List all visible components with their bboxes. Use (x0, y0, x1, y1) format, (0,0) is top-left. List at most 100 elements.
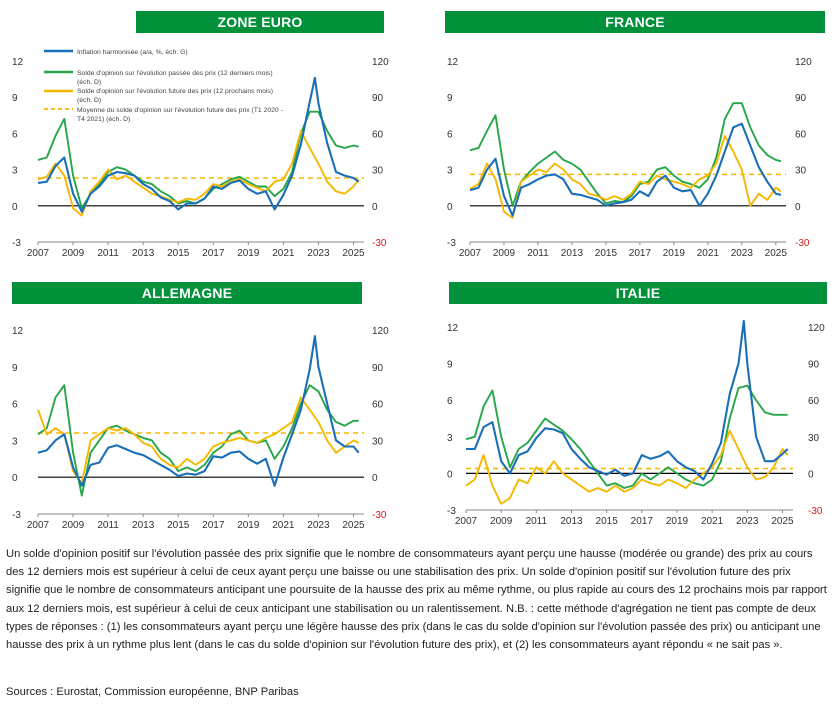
y-left-tick-allemagne-3: 6 (12, 400, 18, 411)
y-right-tick-zone-euro-0: -30 (372, 238, 387, 249)
x-tick-italie-8: 2023 (736, 516, 759, 527)
x-tick-allemagne-5: 2017 (202, 520, 225, 531)
y-right-tick-france-3: 60 (795, 129, 807, 140)
x-tick-italie-7: 2021 (701, 516, 724, 527)
legend-label-green-2: (éch. D) (77, 79, 101, 86)
series-yellow-zone-euro (37, 130, 360, 217)
y-left-tick-allemagne-1: 0 (12, 473, 18, 484)
y-left-tick-france-4: 9 (447, 93, 453, 104)
y-right-tick-italie-2: 30 (808, 433, 820, 444)
x-tick-france-2: 2011 (527, 248, 549, 259)
x-tick-italie-4: 2015 (596, 516, 619, 527)
y-right-tick-allemagne-0: -30 (372, 510, 387, 521)
x-tick-france-8: 2023 (731, 248, 754, 259)
x-tick-france-5: 2017 (629, 248, 652, 259)
x-tick-zone-euro-0: 2007 (27, 248, 50, 259)
series-blue-allemagne (37, 335, 360, 487)
y-right-tick-france-0: -30 (795, 238, 810, 249)
y-right-tick-france-1: 0 (795, 202, 801, 213)
x-tick-allemagne-0: 2007 (27, 520, 50, 531)
source-line: Sources : Eurostat, Commission européenn… (6, 686, 299, 698)
y-left-tick-zone-euro-5: 12 (12, 57, 24, 68)
y-left-tick-zone-euro-3: 6 (12, 129, 18, 140)
y-left-tick-italie-1: 0 (447, 469, 453, 480)
x-tick-allemagne-6: 2019 (237, 520, 260, 531)
x-tick-france-4: 2015 (595, 248, 618, 259)
x-tick-italie-1: 2009 (490, 516, 513, 527)
y-right-tick-zone-euro-2: 30 (372, 166, 384, 177)
x-tick-zone-euro-3: 2013 (132, 248, 155, 259)
series-green-zone-euro (37, 110, 359, 210)
y-left-tick-italie-4: 9 (447, 360, 453, 371)
series-blue-italie (466, 319, 789, 481)
x-tick-france-9: 2025 (765, 248, 788, 259)
y-left-tick-zone-euro-0: -3 (12, 238, 21, 249)
x-tick-italie-0: 2007 (455, 516, 478, 527)
legend-label-blue: Inflation harmonisée (a/a, %, éch. G) (77, 49, 188, 56)
y-left-tick-france-5: 12 (447, 57, 459, 68)
x-tick-zone-euro-2: 2011 (97, 248, 119, 259)
x-tick-allemagne-9: 2025 (342, 520, 365, 531)
x-tick-zone-euro-7: 2021 (272, 248, 295, 259)
y-right-tick-italie-4: 90 (808, 360, 820, 371)
series-green-allemagne (37, 384, 359, 497)
x-tick-italie-9: 2025 (771, 516, 794, 527)
panel-title-france: FRANCE (445, 11, 825, 33)
legend-label-dashed-2: T4 2021) (éch. D) (77, 116, 130, 123)
x-tick-france-7: 2021 (697, 248, 720, 259)
y-right-tick-zone-euro-3: 60 (372, 129, 384, 140)
y-left-tick-france-2: 3 (447, 166, 453, 177)
x-tick-france-3: 2013 (561, 248, 584, 259)
x-tick-france-6: 2019 (663, 248, 686, 259)
x-tick-italie-3: 2013 (560, 516, 583, 527)
y-right-tick-allemagne-5: 120 (372, 326, 389, 337)
legend-label-yellow-1: Solde d'opinion sur l'évolution future d… (77, 88, 273, 95)
x-tick-zone-euro-8: 2023 (307, 248, 330, 259)
x-tick-italie-5: 2017 (631, 516, 654, 527)
y-left-tick-allemagne-5: 12 (12, 326, 24, 337)
y-right-tick-italie-0: -30 (808, 506, 823, 517)
x-tick-italie-2: 2011 (526, 516, 548, 527)
y-left-tick-zone-euro-2: 3 (12, 166, 18, 177)
y-left-tick-zone-euro-4: 9 (12, 93, 18, 104)
y-left-tick-italie-3: 6 (447, 396, 453, 407)
legend-label-dashed-1: Moyenne du solde d'opinion sur l'évoluti… (77, 107, 283, 114)
y-left-tick-zone-euro-1: 0 (12, 202, 18, 213)
y-right-tick-france-2: 30 (795, 166, 807, 177)
series-yellow-allemagne (37, 396, 360, 485)
x-tick-allemagne-3: 2013 (132, 520, 155, 531)
y-right-tick-zone-euro-5: 120 (372, 57, 389, 68)
y-left-tick-italie-2: 3 (447, 433, 453, 444)
y-right-tick-zone-euro-1: 0 (372, 202, 378, 213)
legend-label-yellow-2: (éch. D) (77, 97, 101, 104)
y-right-tick-allemagne-4: 90 (372, 363, 384, 374)
y-right-tick-italie-1: 0 (808, 469, 814, 480)
x-tick-allemagne-2: 2011 (97, 520, 119, 531)
x-tick-allemagne-1: 2009 (62, 520, 85, 531)
y-left-tick-france-0: -3 (447, 238, 456, 249)
x-tick-zone-euro-6: 2019 (237, 248, 260, 259)
y-left-tick-italie-0: -3 (447, 506, 456, 517)
panel-title-allemagne: ALLEMAGNE (12, 282, 362, 304)
y-right-tick-france-5: 120 (795, 57, 812, 68)
y-right-tick-zone-euro-4: 90 (372, 93, 384, 104)
y-left-tick-italie-5: 12 (447, 323, 459, 334)
y-left-tick-allemagne-2: 3 (12, 436, 18, 447)
y-right-tick-italie-3: 60 (808, 396, 820, 407)
y-right-tick-allemagne-3: 60 (372, 400, 384, 411)
x-tick-zone-euro-1: 2009 (62, 248, 85, 259)
series-yellow-france (469, 134, 782, 219)
y-left-tick-allemagne-0: -3 (12, 510, 21, 521)
y-left-tick-france-1: 0 (447, 202, 453, 213)
x-tick-france-1: 2009 (493, 248, 516, 259)
x-tick-zone-euro-4: 2015 (167, 248, 190, 259)
y-right-tick-allemagne-1: 0 (372, 473, 378, 484)
series-blue-zone-euro (37, 76, 360, 213)
panel-title-italie: ITALIE (449, 282, 827, 304)
series-green-italie (465, 384, 788, 489)
x-tick-allemagne-4: 2015 (167, 520, 190, 531)
x-tick-zone-euro-9: 2025 (342, 248, 365, 259)
x-tick-france-0: 2007 (459, 248, 482, 259)
legend-label-green-1: Solde d'opinion sur l'évolution passée d… (77, 70, 273, 77)
